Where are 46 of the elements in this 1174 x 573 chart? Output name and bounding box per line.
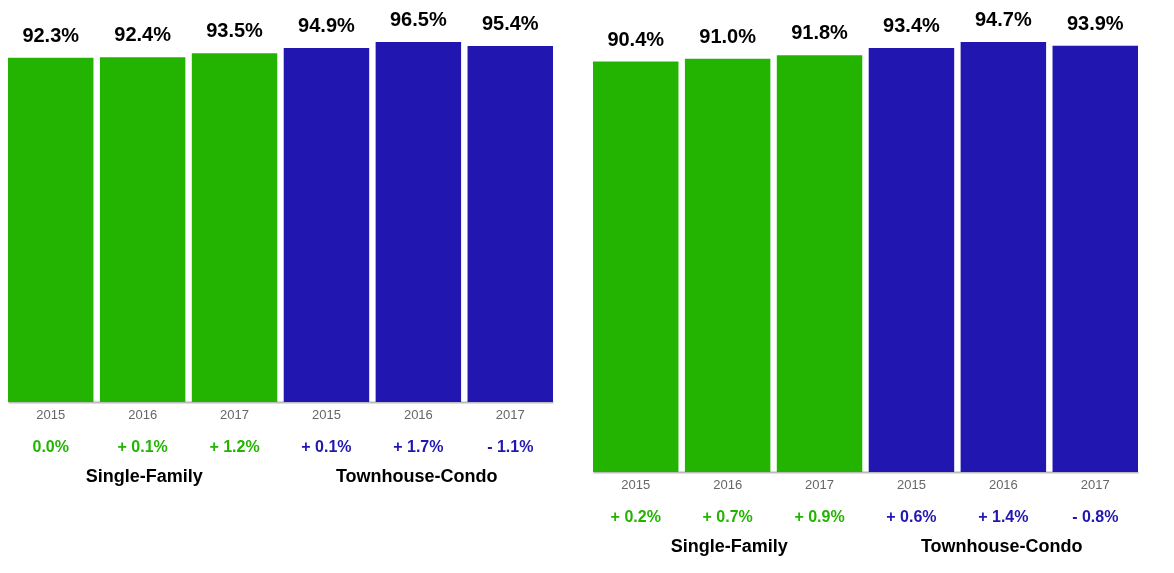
text: + 1.4% xyxy=(978,508,1029,525)
text: 0.0% xyxy=(32,438,69,455)
data-label: 93.9% xyxy=(1066,11,1124,34)
text: + 0.7% xyxy=(702,508,753,525)
text: Townhouse-Condo xyxy=(920,536,1083,556)
text: - 0.8% xyxy=(1072,508,1119,525)
data-label: 91.8% xyxy=(791,21,849,44)
text: + 1.7% xyxy=(393,438,444,455)
data-label: 93.5% xyxy=(206,19,264,42)
x-tick-label: 2017 xyxy=(495,406,525,422)
text: + 1.2% xyxy=(209,438,260,455)
text: + 0.1% xyxy=(117,438,168,455)
data-label: 96.5% xyxy=(390,8,447,30)
data-label: 93.4% xyxy=(883,13,941,36)
x-tick-label: 2017 xyxy=(805,476,835,492)
x-tick-label: 2016 xyxy=(128,406,158,422)
text: - 1.1% xyxy=(487,438,534,455)
x-tick-label: 2015 xyxy=(311,406,341,422)
x-tick-label: 2016 xyxy=(403,406,433,422)
data-label: 92.4% xyxy=(114,23,172,46)
x-tick-label: 2015 xyxy=(621,476,651,492)
bar xyxy=(593,61,679,472)
x-tick-label: 2017 xyxy=(220,406,250,422)
data-label: 92.3% xyxy=(22,23,80,46)
x-tick-label: 2015 xyxy=(36,406,66,422)
bar xyxy=(960,42,1047,472)
data-label: 94.9% xyxy=(298,13,356,36)
bar xyxy=(1052,45,1138,472)
data-label: 95.4% xyxy=(481,12,539,35)
x-tick-label: 2016 xyxy=(713,476,743,492)
text: + 0.1% xyxy=(301,438,352,455)
x-tick-label: 2016 xyxy=(988,476,1018,492)
data-label: 91.0% xyxy=(699,24,757,47)
bar xyxy=(684,58,771,472)
data-label: 90.4% xyxy=(607,27,665,50)
text: Single-Family xyxy=(670,536,788,556)
data-label: 94.7% xyxy=(975,8,1032,30)
x-tick-label: 2017 xyxy=(1080,476,1110,492)
text: + 0.6% xyxy=(886,508,937,525)
bar xyxy=(776,55,863,472)
bar xyxy=(868,47,955,472)
text: + 0.9% xyxy=(794,508,845,525)
text: Single-Family xyxy=(85,466,203,486)
text: Townhouse-Condo xyxy=(335,466,498,486)
text: + 0.2% xyxy=(610,508,661,525)
x-tick-label: 2015 xyxy=(896,476,926,492)
